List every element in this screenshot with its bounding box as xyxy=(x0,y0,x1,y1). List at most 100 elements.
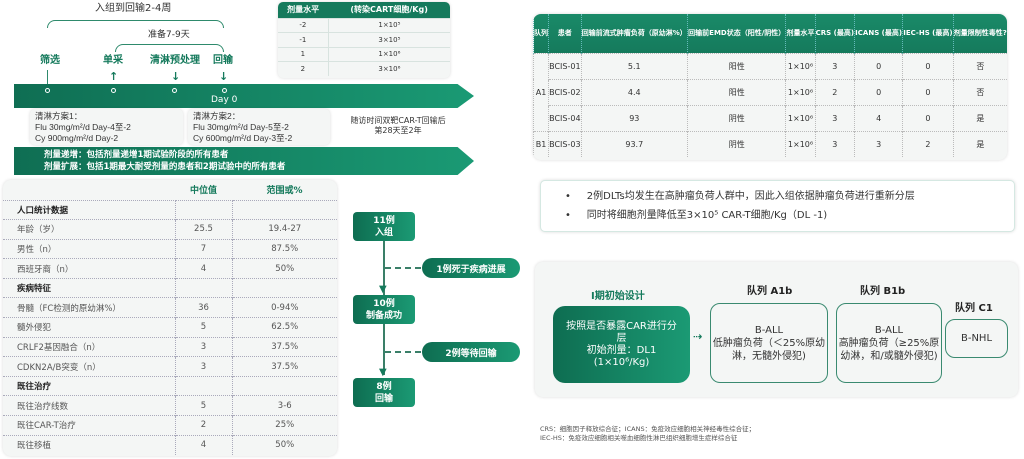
regimen-1-flu: Flu 30mg/m²/d Day-4至-2 xyxy=(35,122,131,132)
table-row: BCIS-02 4.4 阳性 1×10⁶ 2 0 0 否 xyxy=(534,78,1007,105)
arrow-down-icon: ▼ xyxy=(379,367,387,378)
baseline-cell: 既往治疗 xyxy=(3,375,175,396)
table-row: -2 1×10⁵ xyxy=(278,17,450,33)
followup-text: 随访时间双靶CAR-T回输后 第28天至2年 xyxy=(337,116,459,136)
dose-cell: 3×10⁵ xyxy=(328,32,450,47)
dlt-cell: 4 xyxy=(854,104,903,131)
dlt-cell: 3 xyxy=(814,104,855,131)
dot xyxy=(172,88,177,93)
dlt-header: IEC-HS (最高) xyxy=(902,14,954,53)
day0-label: Day 0 xyxy=(211,95,238,105)
regimen-1-cy: Cy 900mg/m²/d Day-2 xyxy=(35,133,119,143)
table-row: 西班牙裔（n） 4 50% xyxy=(3,258,337,279)
dashed-arrow xyxy=(385,267,421,269)
bullet-box: • 2例DLTs均发生在高肿瘤负荷人群中，因此入组依据肿瘤负荷进行重新分层 • … xyxy=(540,180,1015,232)
baseline-cell: 髓外侵犯 xyxy=(3,317,175,338)
dlt-cell: 0 xyxy=(902,78,954,105)
screening-marker-icon xyxy=(47,70,48,84)
baseline-cell: CRLF2基因融合（n） xyxy=(3,336,175,357)
text: 按照是否暴露CAR进行分层 xyxy=(566,320,677,344)
initial-design-box: 按照是否暴露CAR进行分层 初始剂量：DL1 (1×10⁶/Kg) xyxy=(553,306,690,383)
dot xyxy=(222,88,227,93)
footnote: CRS：细胞因子释放综合征；ICANS：免疫效应细胞相关神经毒性综合征； IEC… xyxy=(540,425,755,443)
dlt-cell: 3 xyxy=(814,130,855,157)
footnote-line: CRS：细胞因子释放综合征；ICANS：免疫效应细胞相关神经毒性综合征； xyxy=(540,425,756,433)
dlt-header: 回输前流式肿瘤负荷（原幼淋%） xyxy=(580,14,688,53)
dlt-cell: BCIS-03 xyxy=(548,130,582,157)
baseline-cell xyxy=(174,277,232,298)
dlt-header: CRS (最高) xyxy=(814,14,855,53)
baseline-header: 范围或% xyxy=(266,186,303,197)
dlt-header: ICANS (最高) xyxy=(854,14,903,53)
dlt-cell: 阴性 xyxy=(686,104,786,131)
dose-cell: 3×10⁶ xyxy=(328,61,450,76)
band-expansion: 剂量扩展：包括1期最大耐受剂量的患者和2期试验中的所有患者 xyxy=(44,162,286,172)
dlt-cell: 阴性 xyxy=(686,130,786,157)
dlt-cell: 0 xyxy=(902,104,954,131)
text: 回输 xyxy=(374,393,393,404)
bullet-item: • 2例DLTs均发生在高肿瘤负荷人群中，因此入组依据肿瘤负荷进行重新分层 xyxy=(565,191,915,202)
step-apheresis: 单采 xyxy=(103,55,123,66)
table-row: CRLF2基因融合（n） 3 37.5% xyxy=(3,336,337,357)
arrow-right-icon: ⇢ xyxy=(693,330,703,343)
text: 10例 xyxy=(373,298,395,309)
text: 初始剂量：DL1 xyxy=(586,344,657,356)
baseline-cell: 3 xyxy=(174,356,232,377)
brace-outer xyxy=(47,20,224,28)
cohort-cell: A1 xyxy=(533,52,549,131)
text: B-NHL xyxy=(960,333,993,344)
arrow-down-icon: ↓ xyxy=(171,70,181,83)
baseline-cell: 人口统计数据 xyxy=(3,199,175,220)
text: B-ALL xyxy=(754,324,784,336)
baseline-cell: 25.5 xyxy=(174,219,232,240)
dlt-cell: 1×10⁶ xyxy=(785,104,816,131)
text: (1×10⁶/Kg) xyxy=(593,356,650,368)
baseline-cell: 既往CAR-T治疗 xyxy=(3,415,175,436)
dlt-cell: 是 xyxy=(952,130,1007,157)
regimen-2-flu: Flu 30mg/m²/d Day-5至-2 xyxy=(193,122,289,132)
section-row: 人口统计数据 xyxy=(3,199,337,220)
dlt-header: 患者 xyxy=(548,14,582,53)
design-title: I期初始设计 xyxy=(591,291,645,302)
baseline-cell: 0-94% xyxy=(231,297,337,318)
band-escalation: 剂量递增：包括剂量递增1期试验阶段的所有患者 xyxy=(44,150,229,160)
step-lymphodepletion: 清淋预处理 xyxy=(150,55,200,66)
flow-infused: 8例 回输 xyxy=(353,378,415,407)
dlt-cell: 2 xyxy=(814,78,855,105)
baseline-cell xyxy=(174,375,232,396)
brace-inner-label: 准备7-9天 xyxy=(148,30,190,40)
bullet-item: • 同时将细胞剂量降低至3×10⁵ CAR-T细胞/Kg（DL -1) xyxy=(565,210,828,221)
regimen-2-cy: Cy 600mg/m²/d Day-3至-2 xyxy=(193,133,293,143)
baseline-cell: 37.5% xyxy=(231,336,337,357)
cohort-a1b-box: B-ALL 低肿瘤负荷（＜25%原幼淋，无髓外侵犯) xyxy=(710,303,828,383)
table-row: A1 BCIS-01 5.1 阳性 1×10⁶ 3 0 0 否 xyxy=(533,52,1007,131)
cohort-c1-box: B-NHL xyxy=(945,319,1008,358)
text: 8例 xyxy=(376,381,392,392)
dlt-cell: 4.4 xyxy=(580,78,688,105)
dlt-cell: 2 xyxy=(902,130,954,157)
footnote-line: IEC-HS：免疫效应细胞相关噬血细胞性淋巴组织细胞增生症样综合征 xyxy=(540,434,738,442)
dlt-header: 回输前EMD状态（阳性/阴性） xyxy=(686,14,786,53)
regimen-1-title: 清淋方案1： xyxy=(35,111,83,121)
dlt-cell: 阳性 xyxy=(686,78,786,105)
section-row: 疾病特征 xyxy=(3,277,337,298)
table-row: -1 3×10⁵ xyxy=(278,32,450,47)
baseline-cell: 5 xyxy=(174,317,232,338)
dot xyxy=(45,88,50,93)
baseline-cell xyxy=(174,199,232,220)
text: 2例DLTs均发生在高肿瘤负荷人群中，因此入组依据肿瘤负荷进行重新分层 xyxy=(586,191,915,202)
flow-drop-waiting: 2例等待回输 xyxy=(422,342,520,362)
text: 11例 xyxy=(373,215,395,226)
dlt-cell: 1×10⁶ xyxy=(785,52,816,79)
baseline-cell: 50% xyxy=(231,434,337,455)
dlt-cell: 是 xyxy=(952,104,1007,131)
baseline-cell: 西班牙裔（n） xyxy=(3,258,175,279)
dot xyxy=(111,88,116,93)
table-row: 2 3×10⁶ xyxy=(278,61,450,76)
dose-header: (转染CART细胞/Kg) xyxy=(328,2,450,18)
cohort-a1b-label: 队列 A1b xyxy=(747,286,793,297)
section-row: 既往治疗 xyxy=(3,375,337,396)
header-row: 中位值 范围或% xyxy=(3,180,337,200)
baseline-cell: 4 xyxy=(174,434,232,455)
flow-manufactured: 10例 制备成功 xyxy=(353,295,415,324)
